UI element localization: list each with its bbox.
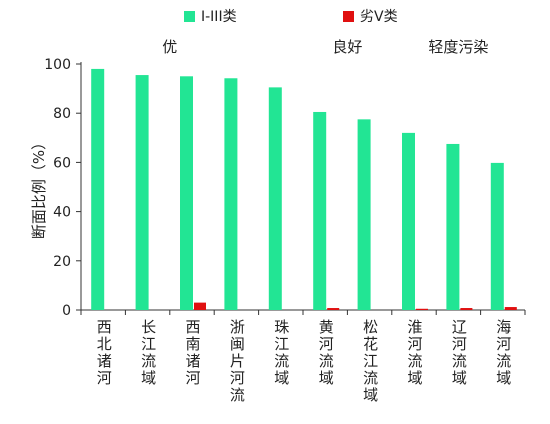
bar-i-iii (357, 119, 371, 310)
y-axis-label: 断面比例（%） (30, 135, 48, 239)
x-category-label: 淮河流域 (407, 318, 422, 387)
x-category-label: 黄河流域 (319, 318, 334, 387)
y-tick-label: 80 (53, 106, 71, 122)
y-tick-label: 100 (44, 57, 71, 73)
y-tick-label: 40 (53, 205, 71, 221)
x-category-label: 辽河流域 (452, 318, 467, 387)
bar-i-iii (180, 76, 193, 310)
x-category-label: 西北诸河 (97, 318, 112, 387)
bar-i-iii (402, 132, 415, 310)
legend-swatch-lie-v (343, 11, 354, 22)
group-label: 优 (162, 38, 177, 56)
bar-lie-v (460, 308, 473, 310)
bar-i-iii (135, 75, 149, 310)
x-category-label: 海河流域 (496, 318, 511, 387)
bar-lie-v (504, 307, 517, 310)
group-label: 轻度污染 (428, 38, 488, 56)
bar-i-iii (268, 87, 282, 311)
y-tick-label: 20 (53, 254, 71, 270)
bar-i-iii (446, 143, 460, 310)
x-category-label: 珠江流域 (274, 318, 289, 387)
bar-i-iii (490, 162, 504, 310)
y-tick-label: 0 (62, 303, 71, 319)
bar-lie-v (327, 308, 340, 310)
bar-i-iii (313, 111, 327, 310)
bar-lie-v (416, 308, 428, 310)
legend-label-i-iii: I-III类 (201, 9, 237, 25)
x-category-label: 松花江流域 (363, 318, 378, 404)
y-tick-label: 60 (53, 155, 71, 171)
x-category-label: 长江流域 (141, 318, 156, 387)
x-category-label: 浙闽片河流 (230, 318, 245, 404)
x-category-label: 西南诸河 (185, 318, 200, 387)
legend-label-lie-v: 劣V类 (360, 9, 398, 25)
legend-swatch-i-iii (184, 11, 195, 22)
bar-lie-v (194, 302, 206, 310)
bar-i-iii (91, 68, 105, 310)
group-label: 良好 (332, 38, 362, 56)
bar-i-iii (224, 78, 238, 310)
